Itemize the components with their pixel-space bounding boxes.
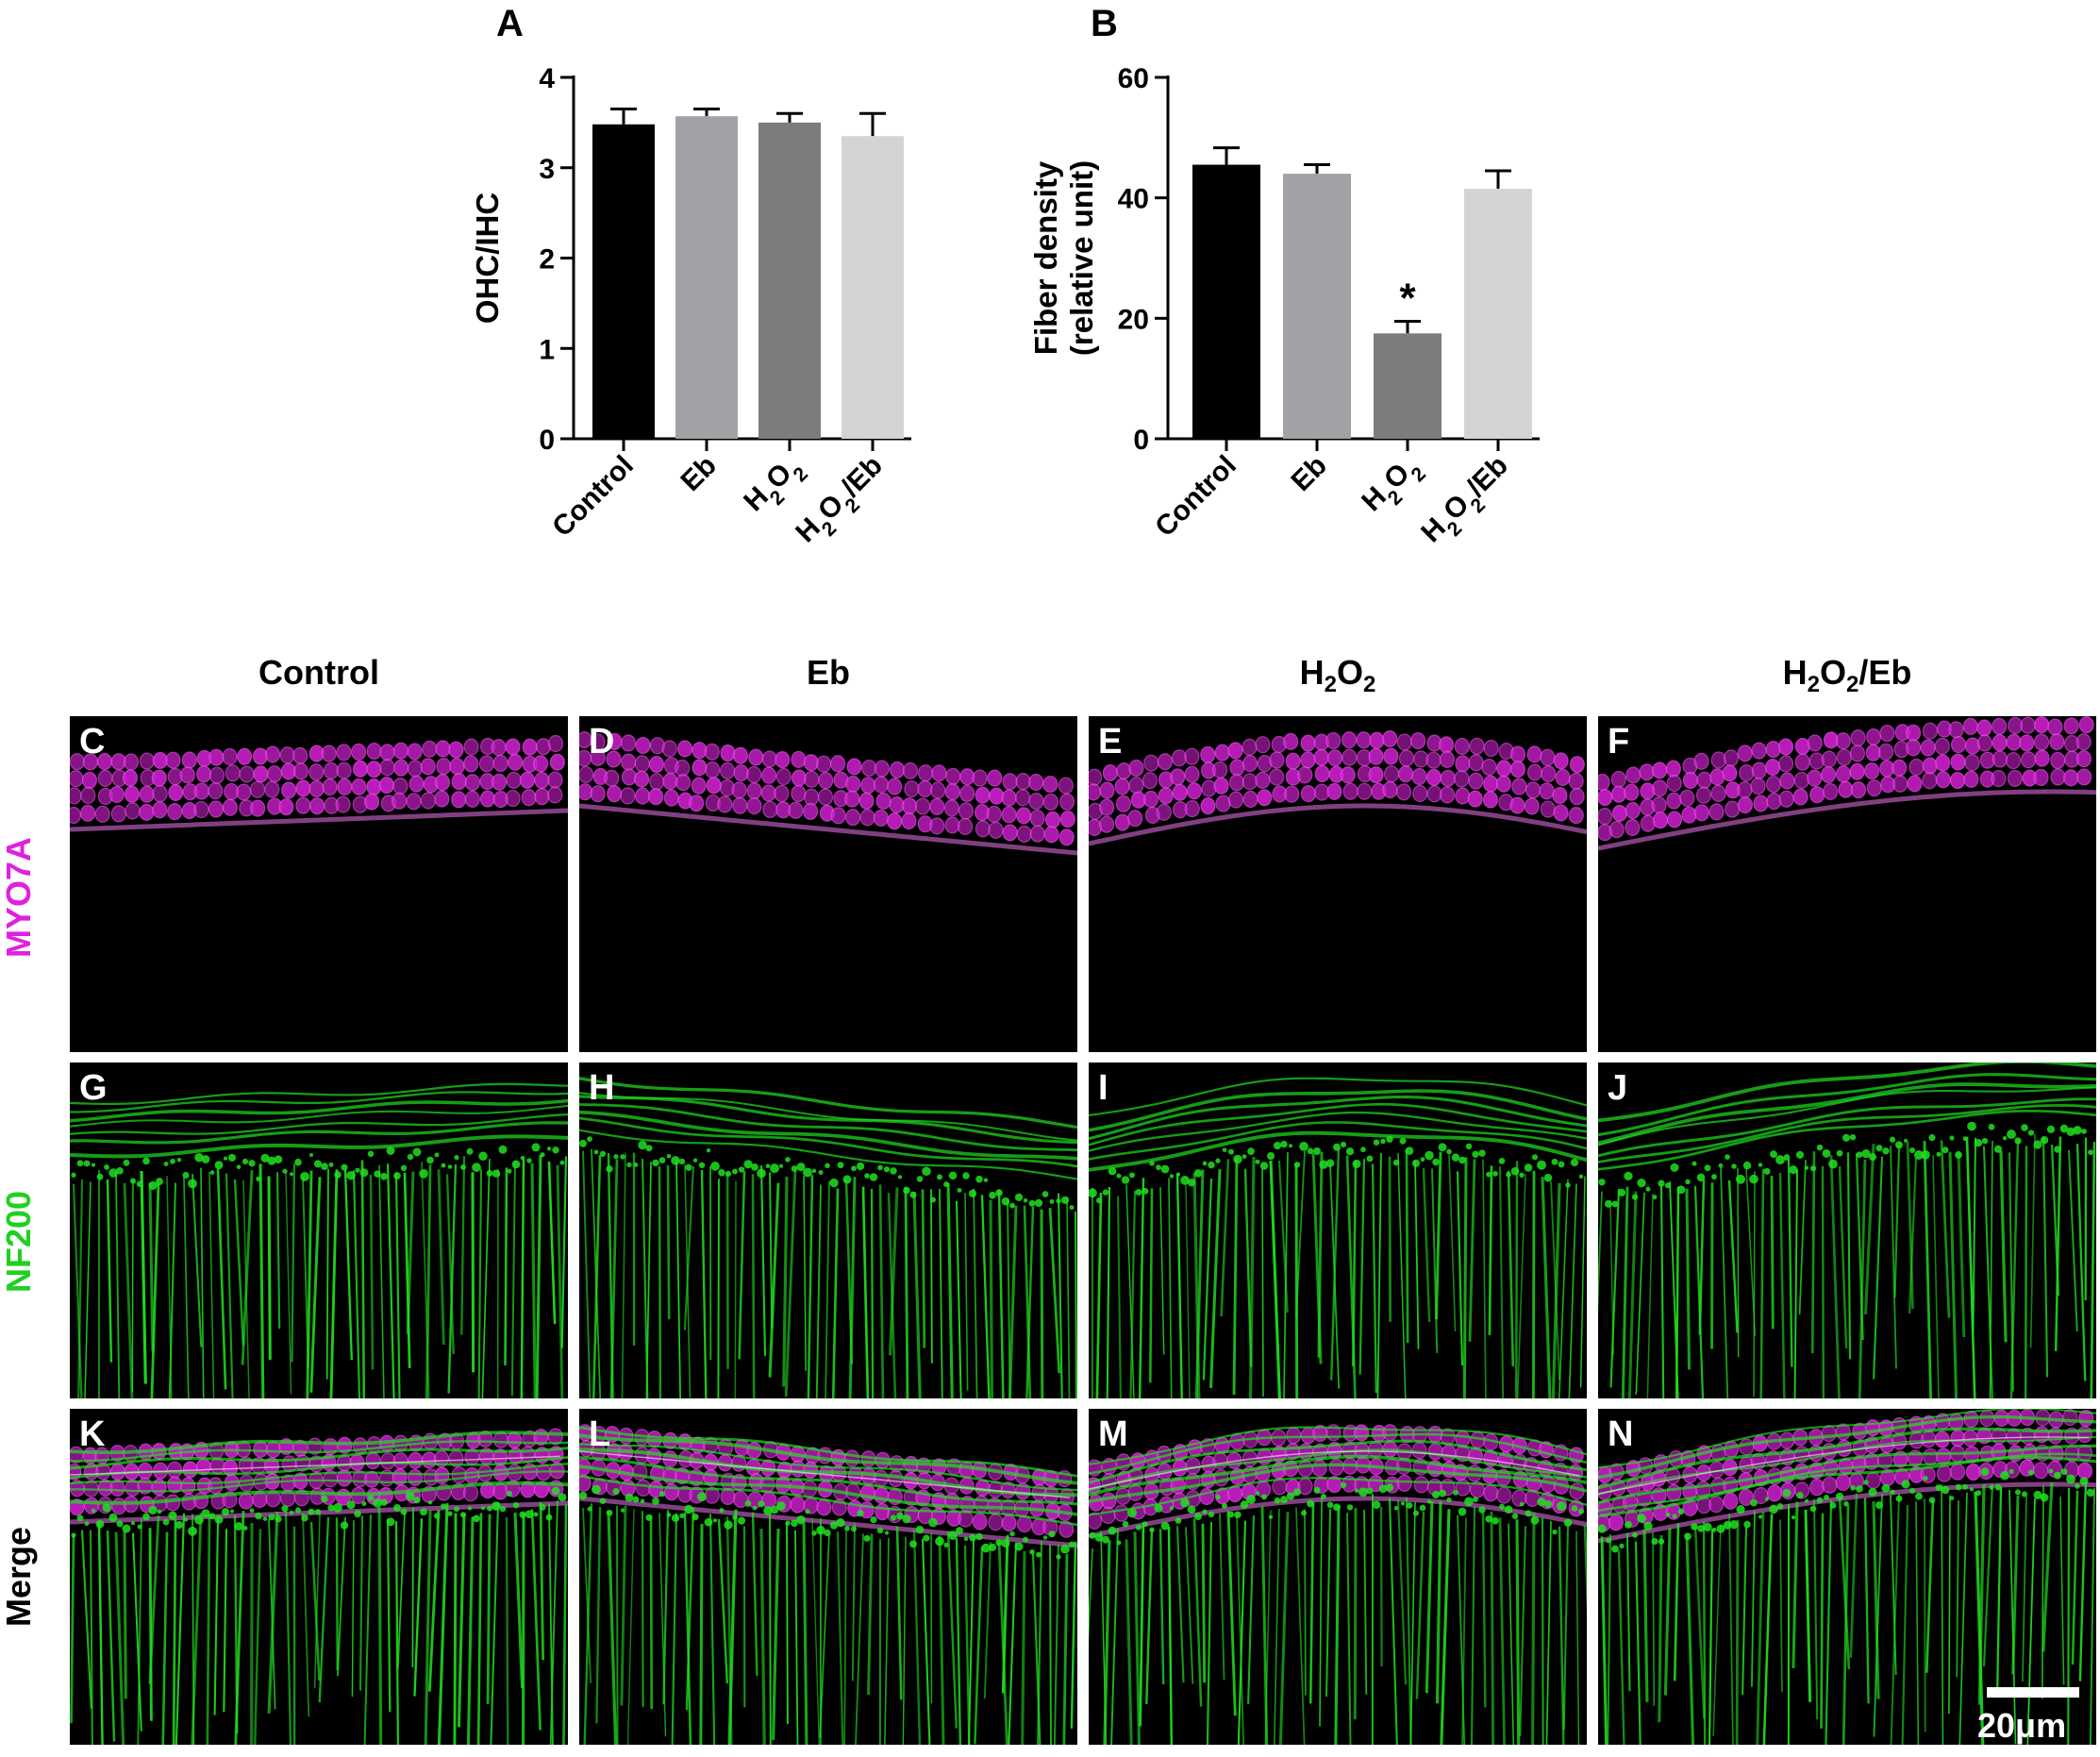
micrograph-image [579, 731, 1077, 856]
micrograph-image [1089, 1424, 1587, 1745]
y-tick-label: 60 [1118, 63, 1149, 94]
label-part: H [738, 481, 775, 518]
significance-marker: * [1399, 276, 1416, 322]
column-header-h2o2: H2O2 [1299, 653, 1376, 698]
column-header-eb: Eb [806, 653, 850, 692]
label-part: O [760, 458, 798, 495]
micrograph-panel-d: D [579, 716, 1077, 1052]
micrograph-panel-f: F [1598, 716, 2096, 1052]
panel-letter: L [589, 1414, 611, 1454]
chart-b: B 0 20 40 60 Fiber density (relative unit) Cont… [1028, 3, 1540, 555]
panel-letter: F [1608, 722, 1630, 761]
x-tick-label: H2O2/Eb [1415, 450, 1520, 555]
panel-letter: I [1098, 1068, 1108, 1108]
micrograph-panel-n: N [1598, 1409, 2096, 1745]
panel-letter: J [1608, 1068, 1628, 1108]
micrograph-panel-j: J [1598, 1063, 2096, 1398]
label-part: H [1415, 512, 1452, 549]
row-label-merge: Merge [0, 1526, 38, 1628]
y-axis-label: Fiber density [1028, 160, 1063, 355]
micrograph-panel-g: G [70, 1063, 568, 1398]
panel-letter: E [1098, 722, 1123, 761]
micrograph-image [1598, 1409, 2096, 1745]
micrograph-image [1089, 729, 1587, 846]
label-part: H [790, 512, 826, 549]
bar [675, 116, 738, 440]
column-header-h2o2-eb: H2O2/Eb [1782, 653, 1912, 698]
bar [1464, 189, 1532, 439]
panel-letter: N [1608, 1414, 1634, 1454]
label-part: O [1378, 458, 1416, 495]
y-tick-label: 0 [1133, 425, 1149, 456]
x-tick-label: Eb [1286, 450, 1333, 497]
panel-letter: H [589, 1068, 615, 1108]
bar [1192, 164, 1260, 439]
x-tick-label: Eb [675, 450, 723, 497]
y-tick-label: 40 [1118, 184, 1149, 215]
micrograph-image [1089, 1077, 1587, 1398]
micrograph-image [1598, 716, 2096, 851]
y-tick-label: 4 [539, 63, 555, 94]
micrograph-image [579, 1424, 1077, 1745]
label-part: /Eb [836, 450, 889, 503]
column-header-control: Control [258, 653, 379, 692]
bar [592, 124, 655, 440]
x-tick-label: H2O2 [1356, 450, 1429, 524]
panel-letter: C [79, 722, 106, 761]
label-part: O [812, 489, 850, 527]
label-part: Eb [1286, 450, 1333, 497]
bar [1283, 174, 1351, 439]
micrograph-image [579, 1077, 1077, 1398]
label-part: O [1438, 489, 1475, 527]
row-label-myo7a: MYO7A [0, 836, 38, 959]
label-part: Control [1149, 450, 1242, 544]
y-tick-label: 3 [539, 154, 555, 185]
label-part: Control [546, 450, 640, 544]
y-tick-label: 2 [539, 244, 555, 276]
y-tick-label: 20 [1118, 304, 1149, 335]
scale-bar [1987, 1687, 2079, 1698]
panel-label: B [1091, 3, 1118, 44]
micrograph-panel-e: E [1089, 716, 1587, 1052]
row-label-nf200: NF200 [0, 1190, 38, 1294]
y-axis-label: OHC/IHC [470, 192, 505, 324]
x-tick-label: Control [1149, 450, 1242, 544]
label-part: Eb [675, 450, 723, 497]
micrograph-panel-h: H [579, 1063, 1077, 1398]
micrograph-panel-m: M [1089, 1409, 1587, 1745]
micrograph-image [70, 734, 568, 832]
label-part: /Eb [1461, 450, 1514, 503]
x-tick-label: H2O2/Eb [790, 450, 894, 555]
panel-label: A [496, 3, 524, 44]
bar [842, 136, 904, 440]
micrograph-panel-l: L [579, 1409, 1077, 1745]
scale-bar-label: 20μm [1977, 1706, 2067, 1745]
micrograph-image [1598, 1063, 2096, 1398]
micrograph-image [70, 1428, 568, 1745]
micrograph-panel-k: K [70, 1409, 568, 1745]
panel-letter: G [79, 1068, 108, 1108]
micrograph-panel-c: C [70, 716, 568, 1052]
y-tick-label: 0 [539, 425, 555, 456]
y-tick-label: 1 [539, 334, 555, 365]
bar [758, 122, 821, 439]
panel-letter: D [589, 722, 615, 761]
panel-letter: K [79, 1414, 106, 1454]
bar [1374, 333, 1442, 439]
panel-letter: M [1098, 1414, 1128, 1454]
micrograph-panel-i: I [1089, 1063, 1587, 1398]
x-tick-label: Control [546, 450, 640, 544]
y-axis-label: (relative unit) [1064, 160, 1099, 356]
label-part: H [1356, 481, 1392, 518]
x-tick-label: H2O2 [738, 450, 811, 524]
micrograph-image [70, 1082, 568, 1398]
